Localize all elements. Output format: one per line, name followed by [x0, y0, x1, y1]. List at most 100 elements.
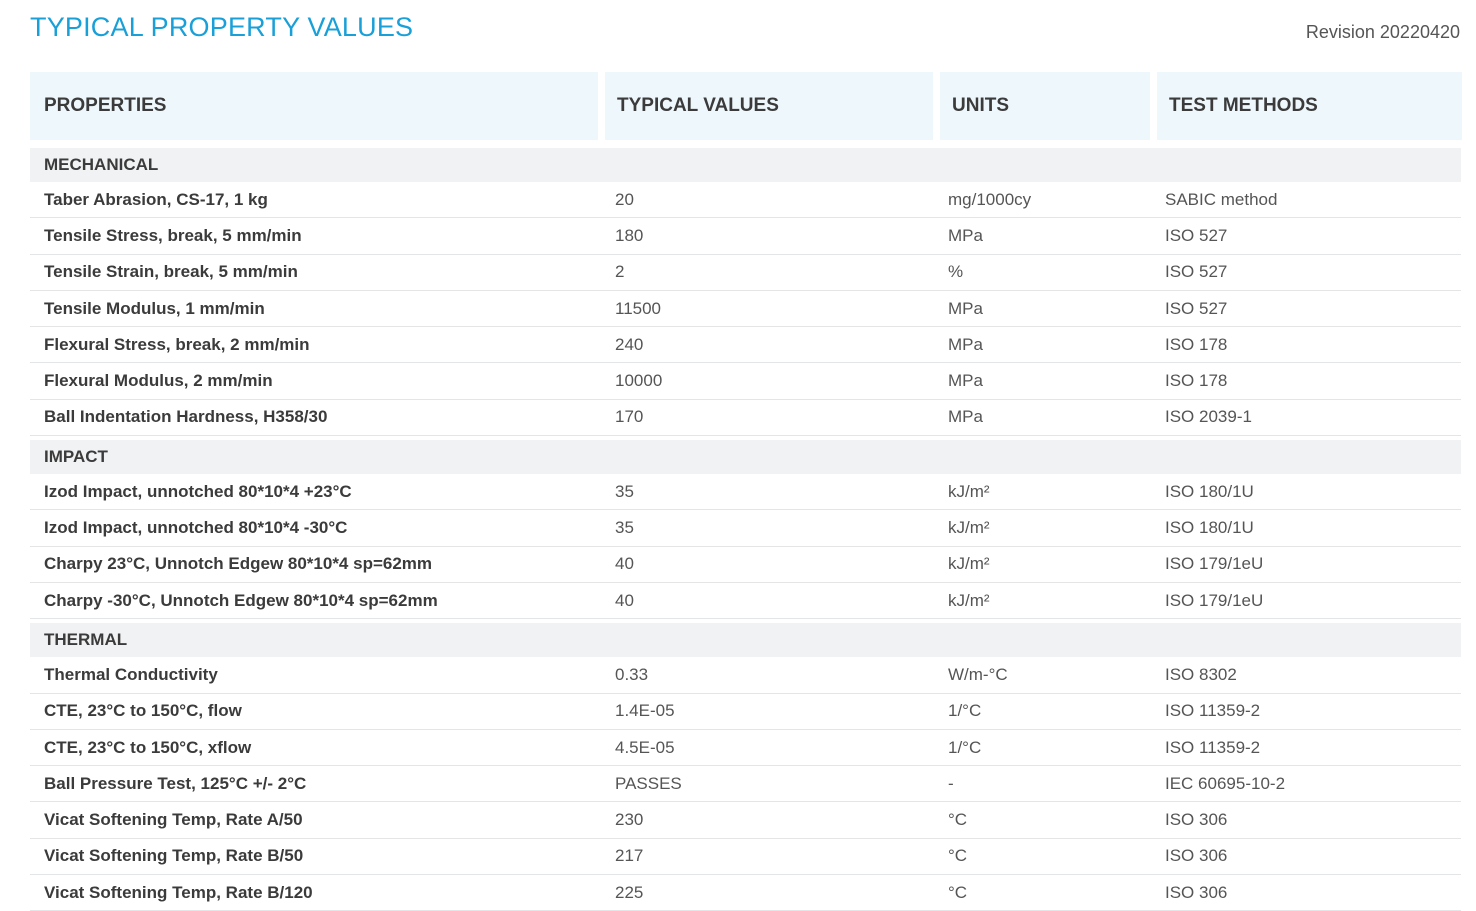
property-cell: Tensile Modulus, 1 mm/min	[44, 298, 265, 318]
table-row: CTE, 23°C to 150°C, flow 1.4E-05 1/°C ISO 1…	[30, 694, 1461, 730]
unit-cell: mg/1000cy	[948, 189, 1032, 209]
property-cell: Charpy 23°C, Unnotch Edgew 80*10*4 sp=62…	[44, 554, 433, 574]
unit-cell: MPa	[948, 298, 983, 318]
property-cell: Tensile Strain, break, 5 mm/min	[44, 262, 298, 282]
unit-cell: °C	[948, 810, 968, 830]
property-cell: Thermal Conductivity	[44, 664, 218, 684]
value-cell: 11500	[615, 298, 662, 318]
value-cell: PASSES	[615, 773, 682, 793]
table-row: Charpy -30°C, Unnotch Edgew 80*10*4 sp=6…	[30, 583, 1461, 620]
table-row: Taber Abrasion, CS-17, 1 kg 20 mg/1000cy SA…	[30, 182, 1461, 219]
table-body: MECHANICAL Taber Abrasion, CS-17, 1 kg 20 m…	[30, 148, 1461, 911]
method-cell: ISO 306	[1165, 810, 1228, 830]
unit-cell: MPa	[948, 407, 983, 427]
unit-cell: kJ/m²	[948, 590, 990, 610]
page-title: TYPICAL PROPERTY VALUES	[30, 12, 414, 42]
property-cell: CTE, 23°C to 150°C, xflow	[44, 737, 252, 757]
table-row: Tensile Stress, break, 5 mm/min 180 MPa ISO…	[30, 218, 1461, 255]
method-cell: ISO 527	[1165, 225, 1228, 245]
method-cell: ISO 8302	[1165, 664, 1237, 684]
section-header: THERMAL	[30, 623, 1461, 658]
method-cell: ISO 306	[1165, 846, 1228, 866]
unit-cell: °C	[948, 882, 968, 902]
table-row: Charpy 23°C, Unnotch Edgew 80*10*4 sp=62…	[30, 547, 1461, 583]
method-cell: ISO 2039-1	[1165, 407, 1252, 427]
header-typical-values: TYPICAL VALUES	[605, 72, 933, 140]
method-cell: ISO 179/1eU	[1165, 590, 1264, 610]
value-cell: 1.4E-05	[615, 701, 675, 721]
unit-cell: 1/°C	[948, 701, 982, 721]
table-row: Tensile Modulus, 1 mm/min 11500 MPa ISO 527	[30, 291, 1461, 328]
method-cell: ISO 178	[1165, 334, 1228, 354]
unit-cell: W/m-°C	[948, 664, 1008, 684]
header-properties: PROPERTIES	[30, 72, 598, 140]
section-header: MECHANICAL	[30, 148, 1461, 182]
property-cell: Tensile Stress, break, 5 mm/min	[44, 225, 302, 245]
value-cell: 170	[615, 407, 644, 427]
method-cell: ISO 11359-2	[1165, 701, 1261, 721]
value-cell: 4.5E-05	[615, 737, 675, 757]
property-cell: Ball Indentation Hardness, H358/30	[44, 407, 328, 427]
value-cell: 10000	[615, 371, 663, 391]
property-cell: CTE, 23°C to 150°C, flow	[44, 701, 242, 721]
header-units: UNITS	[940, 72, 1150, 140]
method-cell: ISO 178	[1165, 371, 1228, 391]
table-header: PROPERTIES TYPICAL VALUES UNITS TEST MET…	[30, 72, 1462, 140]
property-cell: Charpy -30°C, Unnotch Edgew 80*10*4 sp=6…	[44, 590, 438, 610]
value-cell: 20	[615, 189, 634, 209]
property-cell: Ball Pressure Test, 125°C +/- 2°C	[44, 773, 307, 793]
table-row: Ball Indentation Hardness, H358/30 170 MPa…	[30, 400, 1461, 437]
property-table: PROPERTIES TYPICAL VALUES UNITS TEST MET…	[30, 72, 1462, 911]
unit-cell: MPa	[948, 371, 983, 391]
table-row: Vicat Softening Temp, Rate B/120 225 °C ISO…	[30, 875, 1461, 911]
table-row: Izod Impact, unnotched 80*10*4 -30°C 35 kJ…	[30, 510, 1461, 547]
method-cell: ISO 306	[1165, 882, 1228, 902]
table-row: Izod Impact, unnotched 80*10*4 +23°C 35 kJ…	[30, 474, 1461, 511]
value-cell: 0.33	[615, 664, 649, 684]
value-cell: 35	[615, 481, 634, 501]
table-row: Tensile Strain, break, 5 mm/min 2% ISO 527	[30, 255, 1461, 291]
method-cell: IEC 60695-10-2	[1165, 773, 1286, 793]
value-cell: 240	[615, 334, 644, 354]
value-cell: 217	[615, 846, 644, 866]
table-row: CTE, 23°C to 150°C, xflow 4.5E-05 1/°C ISO …	[30, 730, 1461, 767]
value-cell: 40	[615, 554, 634, 574]
unit-cell: 1/°C	[948, 737, 982, 757]
value-cell: 180	[615, 225, 644, 245]
method-cell: ISO 180/1U	[1165, 518, 1254, 538]
property-cell: Izod Impact, unnotched 80*10*4 +23°C	[44, 481, 352, 501]
header-test-methods: TEST METHODS	[1157, 72, 1462, 140]
method-cell: ISO 180/1U	[1165, 481, 1254, 501]
method-cell: ISO 11359-2	[1165, 737, 1261, 757]
unit-cell: -	[948, 773, 954, 793]
unit-cell: MPa	[948, 225, 983, 245]
section-header: IMPACT	[30, 440, 1461, 475]
table-row: Flexural Modulus, 2 mm/min 10000 MPa ISO 17…	[30, 363, 1461, 400]
method-cell: SABIC method	[1165, 189, 1278, 209]
unit-cell: °C	[948, 846, 968, 866]
unit-cell: MPa	[948, 334, 983, 354]
table-row: Ball Pressure Test, 125°C +/- 2°C PASSES -…	[30, 766, 1461, 803]
unit-cell: kJ/m²	[948, 554, 990, 574]
table-row: Vicat Softening Temp, Rate B/50 217 °C ISO …	[30, 839, 1461, 876]
method-cell: ISO 527	[1165, 262, 1228, 282]
property-cell: Taber Abrasion, CS-17, 1 kg	[44, 189, 268, 209]
value-cell: 35	[615, 518, 634, 538]
property-cell: Izod Impact, unnotched 80*10*4 -30°C	[44, 518, 348, 538]
unit-cell: kJ/m²	[948, 481, 990, 501]
value-cell: 40	[615, 590, 634, 610]
property-cell: Flexural Modulus, 2 mm/min	[44, 371, 273, 391]
property-cell: Flexural Stress, break, 2 mm/min	[44, 334, 310, 354]
property-cell: Vicat Softening Temp, Rate B/50	[44, 846, 304, 866]
method-cell: ISO 527	[1165, 298, 1228, 318]
unit-cell: %	[948, 262, 964, 282]
unit-cell: kJ/m²	[948, 518, 990, 538]
property-cell: Vicat Softening Temp, Rate B/120	[44, 882, 313, 902]
table-row: Vicat Softening Temp, Rate A/50 230 °C ISO …	[30, 802, 1461, 839]
revision-label: Revision 20220420	[1305, 22, 1460, 42]
value-cell: 225	[615, 882, 644, 902]
method-cell: ISO 179/1eU	[1165, 554, 1264, 574]
value-cell: 230	[615, 810, 644, 830]
value-cell: 2	[615, 262, 625, 282]
table-row: Flexural Stress, break, 2 mm/min 240 MPa IS…	[30, 327, 1461, 364]
